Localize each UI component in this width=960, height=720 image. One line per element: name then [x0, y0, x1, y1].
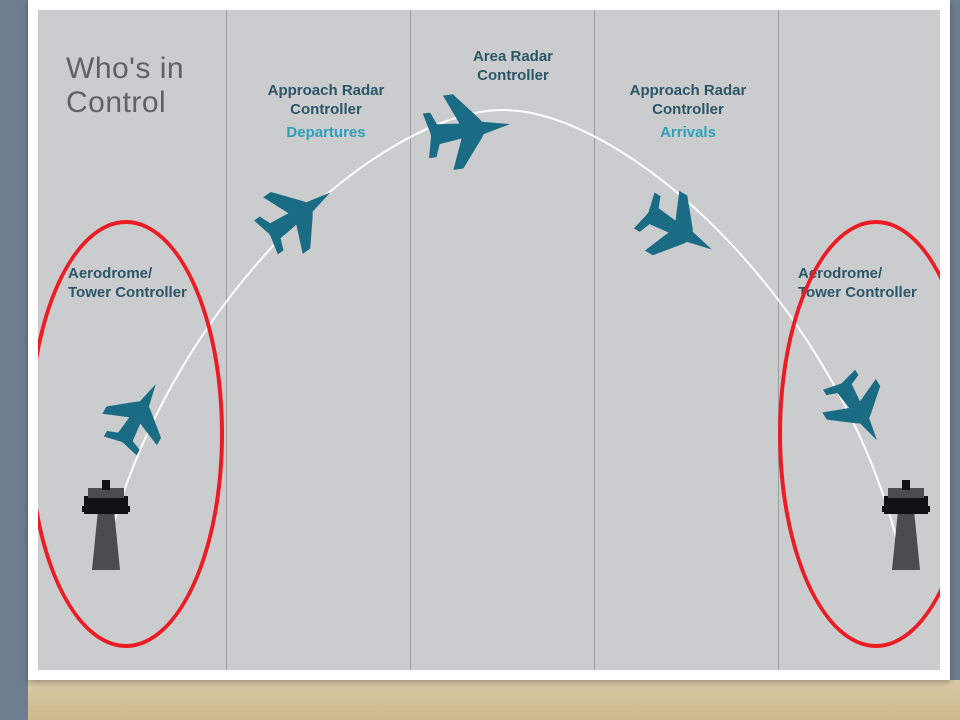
aircraft-icon	[246, 164, 350, 265]
slide-frame: Who's in Control Aerodrome/ Tower Contro…	[28, 0, 950, 680]
aircraft-icon	[421, 87, 516, 173]
control-zones-diagram: Who's in Control Aerodrome/ Tower Contro…	[38, 10, 940, 670]
aircraft-icon	[627, 181, 729, 280]
slide-bottom-edge	[28, 680, 960, 720]
